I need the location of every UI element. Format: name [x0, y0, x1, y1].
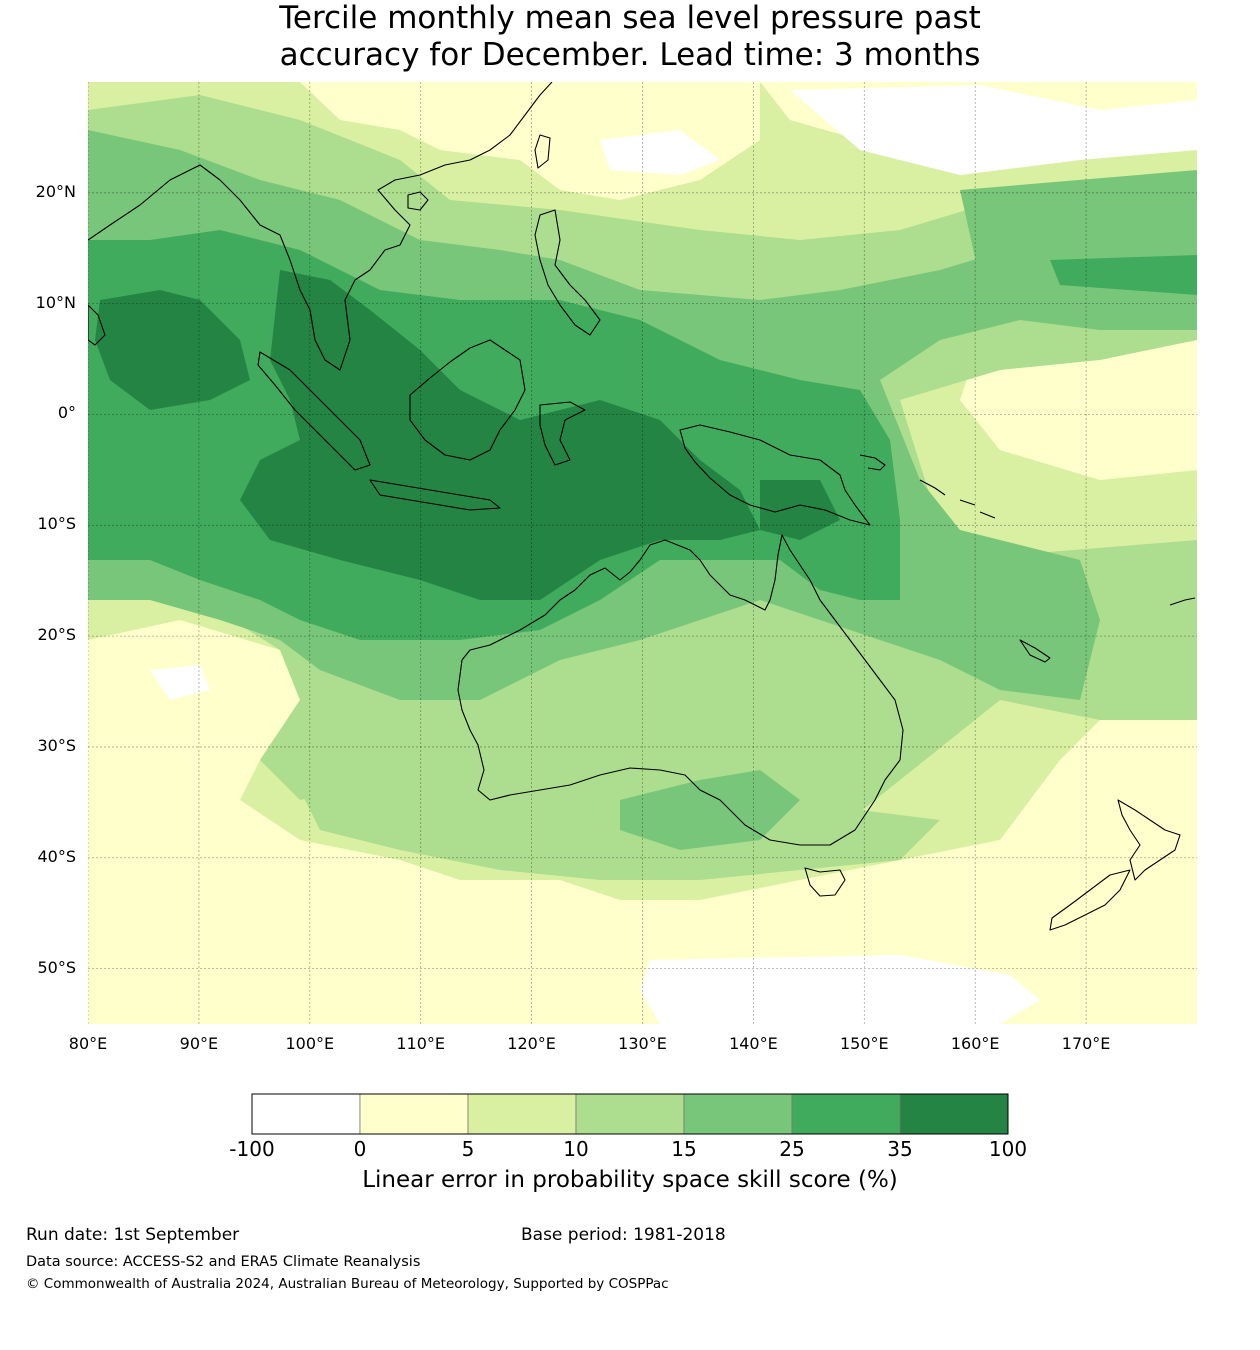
colorbar-tick-label: 15: [671, 1137, 697, 1161]
solomon-islands-coastline: [919, 479, 996, 519]
tasmania-coastline: [804, 867, 846, 897]
region-negative-2: [790, 85, 1197, 175]
copyright: © Commonwealth of Australia 2024, Austra…: [26, 1276, 669, 1292]
coastlines: [88, 82, 1196, 931]
lon-label: 130°E: [618, 1034, 667, 1053]
australia-coastline: [457, 534, 904, 846]
colorbar-tick-label: 100: [988, 1137, 1028, 1161]
new-zealand-south-coastline: [1049, 869, 1131, 931]
lat-label: 30°S: [37, 735, 76, 755]
lon-label: 110°E: [396, 1034, 446, 1053]
lat-label: 10°N: [35, 292, 76, 312]
colorbar-bin-1: [359, 1093, 469, 1135]
region-negative-3: [600, 130, 720, 175]
lon-label: 90°E: [179, 1034, 219, 1053]
map-field: [88, 82, 1197, 1024]
colorbar-tick-label: 35: [887, 1137, 913, 1161]
region-15-25-sw: [620, 770, 800, 850]
taiwan-coastline: [534, 134, 551, 169]
lat-label: 20°N: [35, 181, 76, 201]
lat-label: 0°: [57, 403, 76, 423]
lat-label: 20°S: [37, 625, 76, 645]
colorbar-bin-2: [467, 1093, 577, 1135]
lon-label: 150°E: [839, 1034, 889, 1053]
colorbar-bin-3: [575, 1093, 685, 1135]
region-negative-4: [150, 665, 210, 700]
region-35-100-central: [240, 270, 760, 600]
region-35-100-west: [95, 290, 250, 410]
lon-label: 120°E: [507, 1034, 556, 1053]
asia-mainland-coastline: [88, 82, 553, 371]
colorbar-bin-0: [251, 1093, 361, 1135]
graticule: [88, 82, 1197, 1024]
sri-lanka-coastline: [88, 304, 106, 346]
data-source: Data source: ACCESS-S2 and ERA5 Climate …: [26, 1254, 421, 1270]
lat-label: 10°S: [37, 514, 76, 534]
colorbar-bin-5: [791, 1093, 901, 1135]
lat-label: 50°S: [37, 957, 76, 977]
map-title: Tercile monthly mean sea level pressure …: [0, 0, 1260, 74]
borneo-coastline: [409, 339, 526, 461]
lon-label: 80°E: [68, 1034, 108, 1053]
colorbar-frame: [251, 1093, 1009, 1135]
sumatra-coastline: [257, 351, 371, 471]
colorbar-tick-label: 5: [461, 1137, 475, 1161]
colorbar-tick-label: 25: [779, 1137, 805, 1161]
colorbar: [251, 1093, 1009, 1135]
colorbar-tick-label: 0: [353, 1137, 367, 1161]
new-britain-coastline: [859, 454, 886, 471]
colorbar-label: Linear error in probability space skill …: [362, 1167, 898, 1193]
lat-label: 40°S: [37, 846, 76, 866]
colorbar-tick-label: 10: [563, 1137, 589, 1161]
new-caledonia-coastline: [1019, 639, 1051, 663]
region-35-100-east: [760, 480, 840, 540]
lon-label: 100°E: [285, 1034, 335, 1053]
philippines-coastline: [534, 209, 601, 336]
base-period: Base period: 1981-2018: [521, 1225, 726, 1245]
hainan-coastline: [407, 191, 429, 211]
region-25-35-ne: [1050, 255, 1197, 295]
title-line-2: accuracy for December. Lead time: 3 mont…: [279, 37, 981, 73]
title-line-1: Tercile monthly mean sea level pressure …: [279, 0, 981, 36]
run-date: Run date: 1st September: [26, 1225, 240, 1245]
region-0-5-south: [88, 620, 1197, 1024]
fiji-coastline: [1169, 597, 1196, 606]
new-guinea-coastline: [679, 424, 871, 526]
lon-label: 170°E: [1061, 1034, 1111, 1053]
colorbar-tick-label: -100: [229, 1137, 275, 1161]
lon-label: 140°E: [729, 1034, 778, 1053]
region-negative-1: [640, 955, 1040, 1024]
colorbar-bin-4: [683, 1093, 793, 1135]
sulawesi-coastline: [539, 401, 586, 466]
java-coastline: [369, 479, 501, 511]
new-zealand-north-coastline: [1117, 799, 1181, 881]
colorbar-bin-6: [899, 1093, 1009, 1135]
lon-label: 160°E: [950, 1034, 1000, 1053]
